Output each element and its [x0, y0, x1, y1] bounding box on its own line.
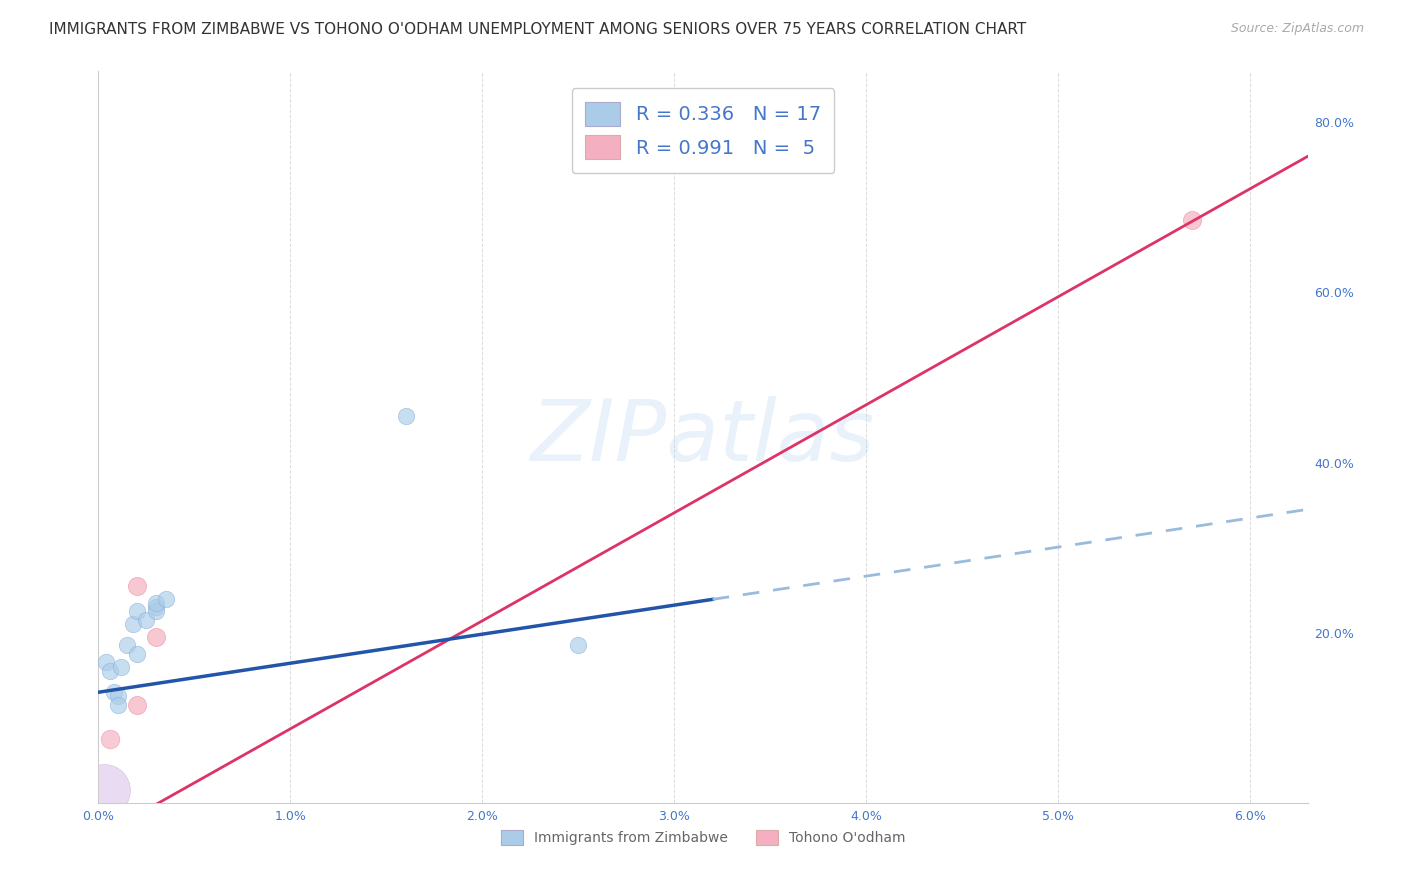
Point — [122, 617, 145, 632]
Point — [1181, 213, 1204, 227]
Point — [98, 731, 121, 746]
Point — [107, 690, 129, 704]
Point — [125, 698, 148, 712]
Point — [135, 613, 157, 627]
Point — [110, 659, 132, 673]
Point — [98, 664, 121, 678]
Point — [107, 698, 129, 712]
Point — [567, 639, 589, 653]
Point — [125, 604, 148, 618]
Point — [145, 600, 167, 615]
Text: ZIPatlas: ZIPatlas — [531, 395, 875, 479]
Point — [145, 596, 167, 610]
Point — [125, 647, 148, 661]
Point — [145, 604, 167, 618]
Point — [115, 639, 138, 653]
Point — [394, 409, 416, 423]
Point — [93, 783, 115, 797]
Text: Source: ZipAtlas.com: Source: ZipAtlas.com — [1230, 22, 1364, 36]
Point — [155, 591, 177, 606]
Point — [94, 656, 117, 670]
Point — [145, 630, 167, 644]
Legend: Immigrants from Zimbabwe, Tohono O'odham: Immigrants from Zimbabwe, Tohono O'odham — [495, 824, 911, 851]
Text: IMMIGRANTS FROM ZIMBABWE VS TOHONO O'ODHAM UNEMPLOYMENT AMONG SENIORS OVER 75 YE: IMMIGRANTS FROM ZIMBABWE VS TOHONO O'ODH… — [49, 22, 1026, 37]
Point — [125, 579, 148, 593]
Point — [103, 685, 125, 699]
